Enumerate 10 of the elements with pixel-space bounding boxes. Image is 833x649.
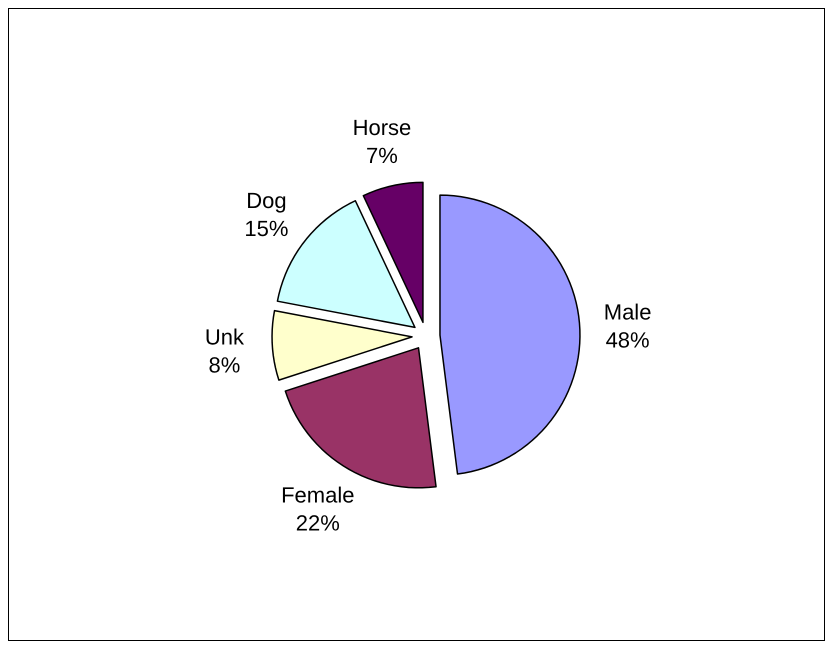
data-label: 15% [244,216,288,242]
slice-label: Male [604,299,652,324]
data-label: 48% [606,327,650,352]
slice-label: Female [281,482,354,508]
data-label: 8% [208,352,240,378]
data-label: 22% [296,510,340,536]
slice-label: Horse [352,114,412,140]
slice-label: Dog [246,188,287,214]
slice-label: Unk [204,324,245,350]
data-label: 7% [366,142,398,168]
